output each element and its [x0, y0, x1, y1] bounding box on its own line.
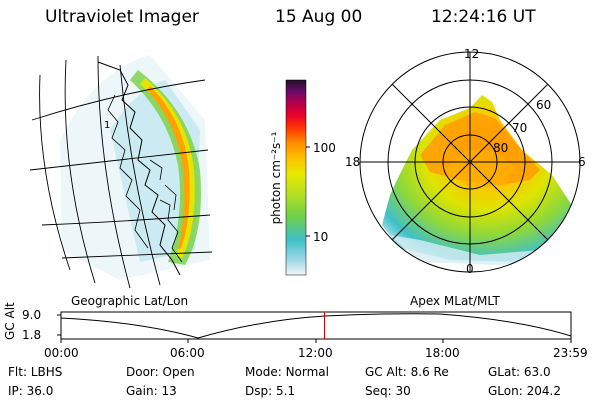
- status-glon: GLon: 204.2: [488, 384, 561, 398]
- image-date: 15 Aug 00: [275, 7, 363, 27]
- time-tick-2359: 23:59: [553, 346, 588, 360]
- status-gain: Gain: 13: [126, 384, 177, 398]
- geo-panel-caption: Geographic Lat/Lon: [71, 294, 189, 308]
- status-door: Door: Open: [126, 365, 195, 379]
- status-dsp: Dsp: 5.1: [245, 384, 296, 398]
- mlat-label-60: 60: [536, 98, 552, 112]
- time-tick-0600: 06:00: [170, 346, 205, 360]
- status-seq: Seq: 30: [365, 384, 411, 398]
- altitude-ytick-9: 9.0: [22, 308, 42, 322]
- geographic-panel: 1: [29, 55, 213, 289]
- altitude-curve: [60, 313, 572, 339]
- altitude-ytick-1-8: 1.8: [22, 328, 42, 342]
- mlt-label-18: 18: [345, 155, 361, 169]
- status-gc-alt: GC Alt: 8.6 Re: [365, 365, 449, 379]
- status-mode: Mode: Normal: [245, 365, 329, 379]
- image-time: 12:24:16 UT: [431, 7, 536, 27]
- colorbar: [285, 79, 307, 276]
- altitude-ylabel: GC Alt: [3, 302, 17, 340]
- status-ip: IP: 36.0: [8, 384, 54, 398]
- mlat-label-80: 80: [493, 141, 509, 155]
- instrument-title: Ultraviolet Imager: [45, 7, 199, 27]
- mlat-label-70: 70: [512, 121, 528, 135]
- geo-grid: [29, 55, 213, 289]
- time-tick-1200: 12:00: [298, 346, 333, 360]
- time-tick-0000: 00:00: [44, 346, 79, 360]
- status-filter: Flt: LBHS: [8, 365, 63, 379]
- colorbar-tick-100: 100: [313, 141, 336, 155]
- mlt-label-6: 6: [578, 155, 586, 169]
- time-tick-1800: 18:00: [425, 346, 460, 360]
- altitude-plot: [57, 311, 572, 343]
- geo-grid-label: 1: [104, 120, 110, 131]
- auroral-arc: [130, 70, 201, 265]
- polar-grid: [359, 51, 581, 273]
- colorbar-tick-10: 10: [313, 230, 329, 244]
- status-glat: GLat: 63.0: [488, 365, 551, 379]
- colorbar-unit-label: photon cm⁻²s⁻¹: [269, 131, 283, 225]
- mlt-label-0: 0: [466, 262, 474, 276]
- polar-panel-caption: Apex MLat/MLT: [410, 294, 500, 308]
- polar-panel: [359, 51, 581, 273]
- coastline: [97, 61, 181, 276]
- mlt-label-12: 12: [464, 47, 480, 61]
